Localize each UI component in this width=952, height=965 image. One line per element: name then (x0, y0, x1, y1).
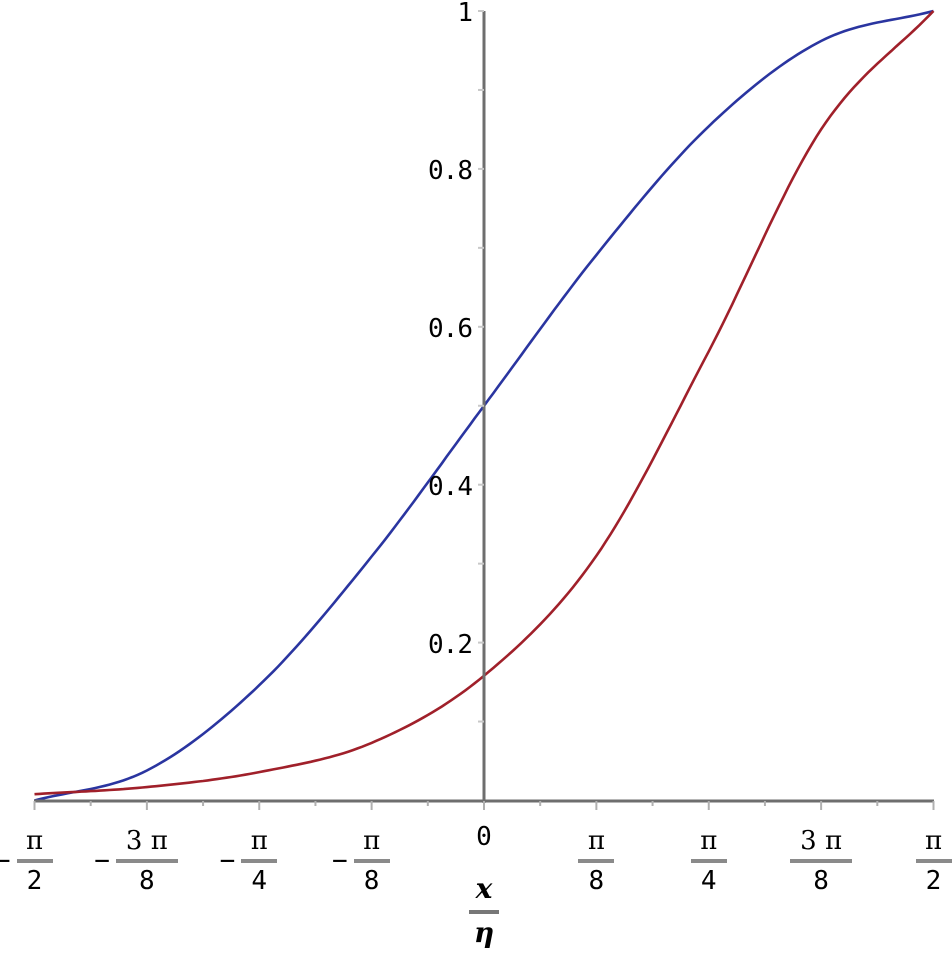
fraction-numerator: π (700, 826, 718, 856)
fraction-numerator: π (250, 826, 268, 856)
fraction-bar (578, 859, 615, 863)
x-tick-label: − π 4 (220, 826, 278, 896)
fraction-bar (115, 859, 178, 863)
fraction-denominator: 4 (251, 866, 268, 896)
y-tick-label: 1 (457, 0, 473, 28)
x-axis-title-numerator: x (475, 872, 493, 905)
fraction-numerator: 3 π (125, 826, 168, 856)
minus-sign: − (0, 846, 11, 876)
fraction-bar (790, 859, 853, 863)
y-tick-label: 0.8 (428, 155, 473, 186)
y-tick-label: 0.4 (428, 471, 473, 502)
fraction-bar (353, 859, 390, 863)
fraction-denominator: 8 (588, 866, 605, 896)
fraction-denominator: 2 (26, 866, 43, 896)
fraction-bar (915, 859, 952, 863)
fraction-denominator: 4 (700, 866, 717, 896)
fraction-numerator: π (363, 826, 381, 856)
minus-sign: − (94, 846, 110, 876)
x-tick-label: − π 8 (332, 826, 390, 896)
fraction-bar (16, 859, 53, 863)
fraction-numerator: π (587, 826, 605, 856)
y-ticks (478, 10, 484, 723)
fraction-numerator: π (25, 826, 44, 856)
x-tick-label: − π 2 (0, 826, 53, 896)
fraction-denominator: 2 (925, 866, 942, 896)
x-tick-label-zero: 0 (476, 822, 492, 852)
x-axis-title: x η (469, 874, 499, 948)
fraction-numerator: π (924, 826, 943, 856)
x-ticks (33, 801, 935, 810)
minus-sign: − (331, 846, 348, 876)
y-tick-label: 0.6 (428, 313, 473, 344)
fraction-numerator: 3 π (800, 826, 843, 856)
fraction-denominator: 8 (363, 866, 380, 896)
y-tick-label: 0.2 (428, 629, 473, 660)
fraction-bar (469, 910, 499, 914)
fraction-denominator: 8 (139, 866, 155, 896)
fraction-denominator: 8 (813, 866, 829, 896)
fraction-bar (690, 859, 727, 863)
fraction-bar (241, 859, 278, 863)
x-axis-title-denominator: η (473, 916, 495, 949)
minus-sign: − (219, 846, 236, 876)
